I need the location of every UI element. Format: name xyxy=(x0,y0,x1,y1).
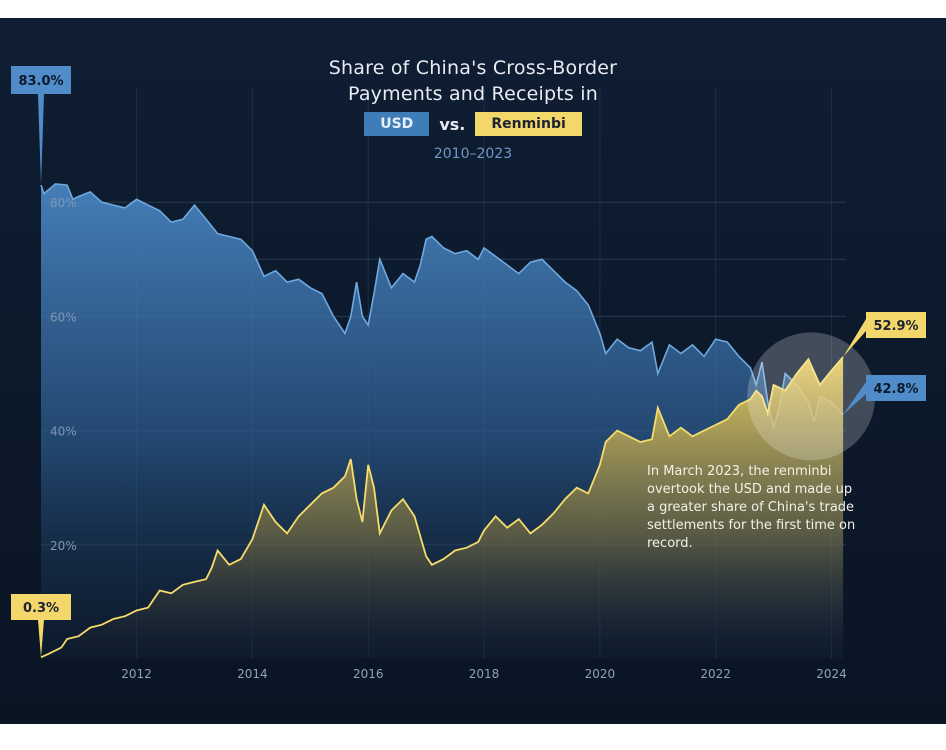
legend-usd: USD xyxy=(364,112,430,136)
legend-vs: vs. xyxy=(439,114,466,134)
x-tick-label-2014: 2014 xyxy=(237,667,268,681)
chart-title-line-2: Payments and Receipts in xyxy=(348,83,598,105)
annotation-text: In March 2023, the renminbi overtook the… xyxy=(647,464,856,551)
chart-title-line-1: Share of China's Cross-Border xyxy=(328,57,618,79)
x-tick-label-2024: 2024 xyxy=(816,667,847,681)
legend: USD vs. Renminbi xyxy=(0,112,946,136)
x-tick-label-2018: 2018 xyxy=(469,667,500,681)
usd-start-label-box xyxy=(11,66,71,94)
y-tick-label-40%: 40% xyxy=(50,425,77,439)
usd-end-pointer xyxy=(843,382,866,415)
usd-end-label-text: 42.8% xyxy=(873,382,918,397)
renminbi-line xyxy=(40,356,844,659)
chart-subtitle: 2010–2023 xyxy=(433,146,513,162)
legend-renminbi: Renminbi xyxy=(475,112,582,136)
rmb-start-label-text: 0.3% xyxy=(23,601,59,616)
usd-start-label-text: 83.0% xyxy=(18,74,63,89)
x-tick-label-2016: 2016 xyxy=(353,667,384,681)
x-tick-label-2012: 2012 xyxy=(121,667,152,681)
rmb-end-pointer xyxy=(843,319,866,357)
rmb-end-label-text: 52.9% xyxy=(873,319,918,334)
y-tick-label-20%: 20% xyxy=(50,539,77,553)
x-tick-label-2022: 2022 xyxy=(700,667,731,681)
usd-line xyxy=(40,183,844,431)
renminbi-area xyxy=(41,356,844,659)
x-tick-label-2020: 2020 xyxy=(585,667,616,681)
crossover-highlight-circle xyxy=(747,332,876,461)
rmb-end-label-box xyxy=(866,312,926,338)
rmb-start-pointer xyxy=(38,620,44,658)
usd-start-pointer xyxy=(38,94,44,186)
usd-end-label-box xyxy=(866,375,926,401)
rmb-start-label-box xyxy=(11,594,71,620)
y-tick-label-60%: 60% xyxy=(50,310,77,324)
y-tick-label-80%: 80% xyxy=(50,196,77,210)
